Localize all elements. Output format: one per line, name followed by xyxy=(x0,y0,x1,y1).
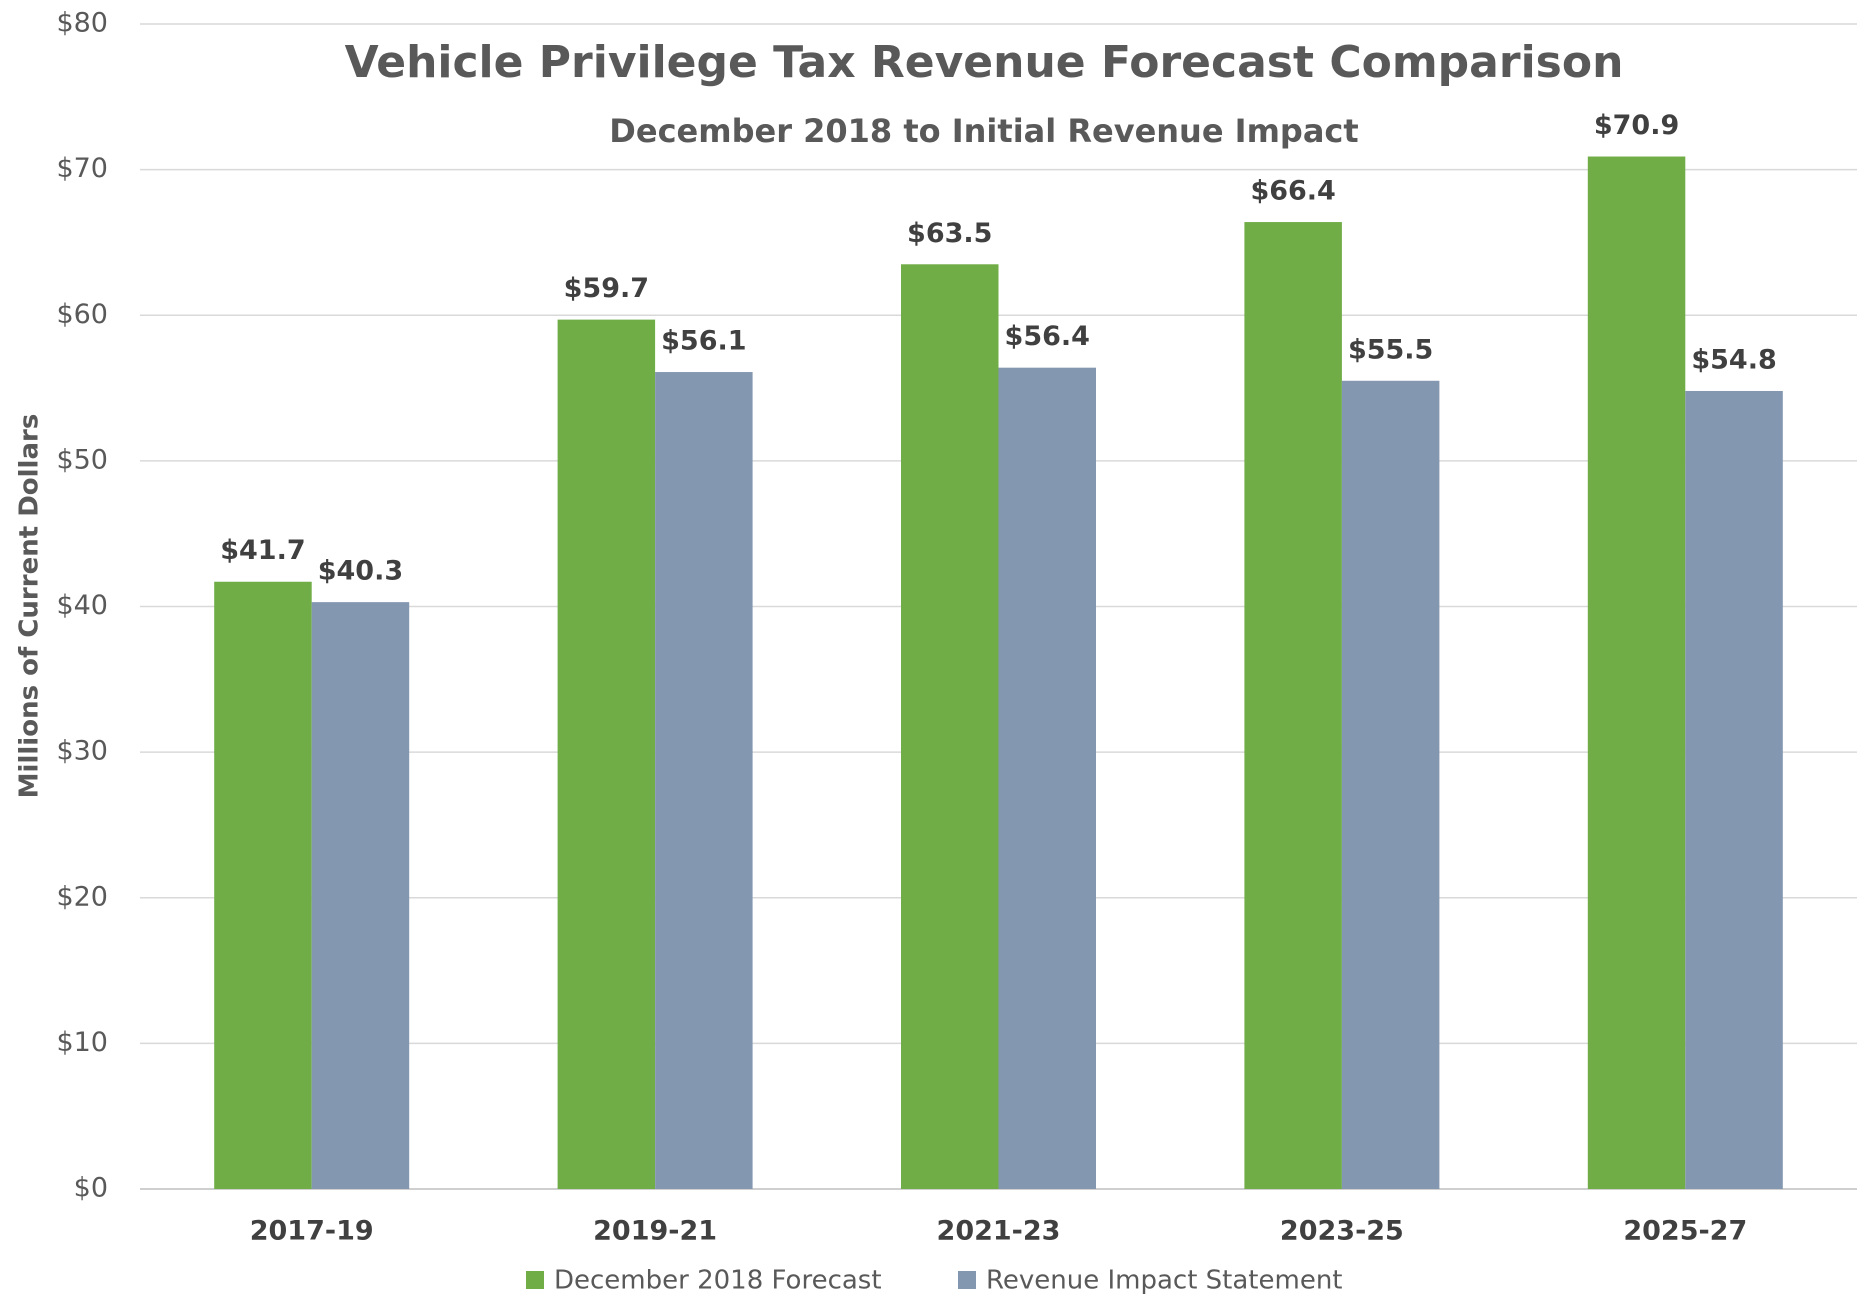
legend-label: December 2018 Forecast xyxy=(554,1266,882,1296)
data-label: $54.8 xyxy=(1691,344,1776,375)
y-tick-label: $0 xyxy=(74,1173,108,1204)
chart-subtitle: December 2018 to Initial Revenue Impact xyxy=(609,112,1358,150)
chart-title: Vehicle Privilege Tax Revenue Forecast C… xyxy=(345,37,1624,88)
y-axis-title: Millions of Current Dollars xyxy=(15,414,45,799)
y-tick-label: $60 xyxy=(56,299,108,330)
data-label: $41.7 xyxy=(220,535,305,566)
legend-swatch xyxy=(958,1271,976,1289)
data-label: $63.5 xyxy=(907,218,992,249)
y-tick-label: $20 xyxy=(56,881,108,912)
bar xyxy=(311,602,410,1189)
bar xyxy=(214,581,312,1189)
data-label: $55.5 xyxy=(1348,334,1433,365)
bar xyxy=(1341,380,1440,1189)
legend-swatch xyxy=(526,1271,544,1289)
data-label: $56.4 xyxy=(1005,321,1090,352)
x-tick-label: 2025-27 xyxy=(1623,1216,1747,1247)
data-label: $56.1 xyxy=(661,326,746,357)
legend-label: Revenue Impact Statement xyxy=(986,1266,1343,1296)
data-label: $40.3 xyxy=(318,556,403,587)
x-tick-label: 2023-25 xyxy=(1280,1216,1404,1247)
bar xyxy=(1587,156,1686,1189)
data-label: $70.9 xyxy=(1594,110,1679,141)
data-label: $59.7 xyxy=(564,273,649,304)
x-tick-label: 2021-23 xyxy=(937,1216,1061,1247)
bar xyxy=(901,264,999,1189)
y-tick-label: $40 xyxy=(56,590,108,621)
bar xyxy=(998,367,1096,1189)
y-tick-label: $30 xyxy=(56,736,108,767)
bar xyxy=(1685,390,1783,1190)
bar xyxy=(557,319,656,1189)
x-tick-label: 2017-19 xyxy=(250,1216,374,1247)
bar xyxy=(1244,222,1342,1190)
data-label: $66.4 xyxy=(1250,176,1335,207)
y-tick-label: $10 xyxy=(56,1027,108,1058)
y-tick-label: $50 xyxy=(56,444,108,475)
bar xyxy=(655,372,753,1189)
y-tick-label: $70 xyxy=(56,153,108,184)
x-tick-label: 2019-21 xyxy=(593,1216,717,1247)
y-tick-label: $80 xyxy=(56,8,108,39)
